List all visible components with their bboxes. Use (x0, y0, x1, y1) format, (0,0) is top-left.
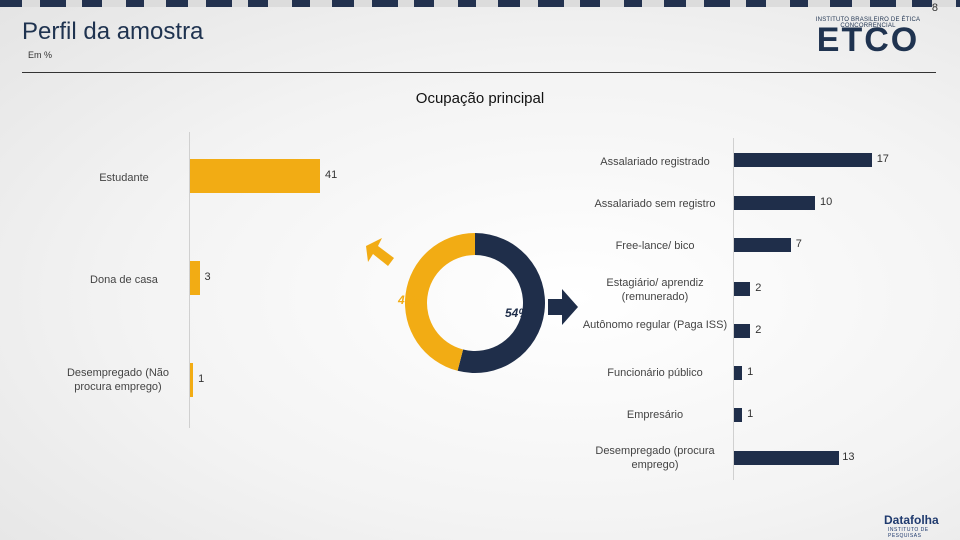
left-value-label: 41 (324, 169, 338, 181)
donut-chart (405, 233, 545, 373)
right-category-label: Funcionário público (607, 367, 703, 379)
right-category-label: Free-lance/ bico (615, 240, 695, 252)
chart-title: Ocupação principal (415, 90, 545, 107)
right-value-label: 7 (795, 238, 802, 250)
datafolha-tagline: INSTITUTO DE PESQUISAS (888, 527, 929, 539)
donut-slice (405, 233, 475, 371)
right-value-label: 10 (820, 196, 833, 208)
left-category-label: Dona de casa (90, 274, 158, 286)
right-bar (734, 282, 751, 296)
left-axis (189, 132, 190, 428)
arrow-up-left-icon (366, 238, 394, 266)
right-category-label: Assalariado sem registro (594, 198, 716, 210)
right-value-label: 17 (876, 153, 889, 165)
right-category-label: Assalariado registrado (600, 156, 710, 168)
right-bar (734, 366, 743, 380)
left-bar (190, 159, 320, 193)
datafolha-logo: Datafolha (884, 513, 939, 527)
left-category-label: Estudante (99, 172, 149, 184)
right-category-label: Desempregado (procura emprego) (595, 445, 715, 471)
right-category-label: Estagiário/ aprendiz (remunerado) (606, 277, 704, 303)
donut-label-left: 46% (398, 293, 423, 307)
header-divider (22, 72, 936, 73)
right-bar (734, 408, 743, 422)
right-value-label: 1 (747, 408, 754, 420)
page-subtitle: Em % (28, 50, 53, 60)
etco-logo: INSTITUTO BRASILEIRO DE ÉTICA CONCORRENC… (796, 17, 940, 59)
right-bar (734, 196, 815, 210)
logo-wordmark: ETCO (816, 21, 920, 59)
right-value-label: 13 (842, 451, 855, 463)
right-category-label: Empresário (626, 409, 684, 421)
donut-label-right: 54% (505, 306, 530, 320)
right-category-label: Autônomo regular (Paga ISS) (582, 319, 728, 331)
right-value-label: 2 (755, 282, 762, 294)
right-axis (733, 138, 734, 480)
donut-slice (457, 233, 545, 373)
right-value-label: 1 (747, 366, 754, 378)
page-title: Perfil da amostra (22, 18, 204, 45)
top-stripe-bar (0, 0, 960, 7)
right-bar (734, 238, 791, 252)
right-bar (734, 153, 872, 167)
left-value-label: 3 (204, 271, 211, 283)
left-bar (190, 261, 200, 295)
logo-tagline: INSTITUTO BRASILEIRO DE ÉTICA CONCORRENC… (815, 17, 921, 29)
left-bar (190, 363, 194, 397)
arrow-right-icon (548, 289, 578, 325)
right-value-label: 2 (755, 324, 762, 336)
left-category-label: Desempregado (Não procura emprego) (66, 367, 170, 393)
left-value-label: 1 (198, 373, 205, 385)
page-number: 8 (931, 2, 938, 14)
right-bar (734, 451, 840, 465)
right-bar (734, 324, 751, 338)
